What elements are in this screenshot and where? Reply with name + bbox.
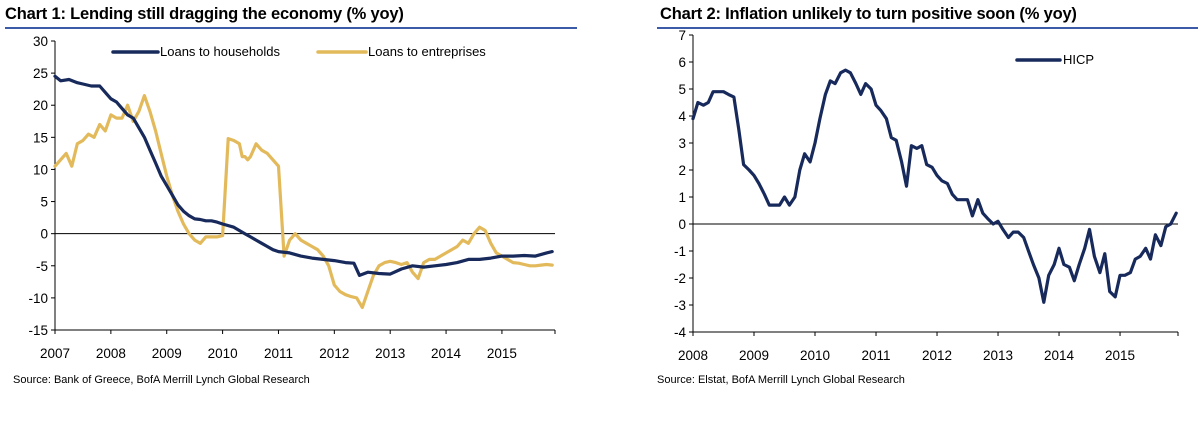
chart-1-x-tick-label: 2010 bbox=[208, 346, 238, 361]
chart-2-title-rule bbox=[657, 27, 1198, 29]
chart-1-y-tick-label: -10 bbox=[28, 291, 48, 306]
chart-2-x-tick-label: 2014 bbox=[1044, 348, 1075, 363]
chart-1-legend-label: Loans to entreprises bbox=[368, 44, 486, 59]
chart-2-y-tick-label: -1 bbox=[674, 244, 686, 259]
chart-1-title: Chart 1: Lending still dragging the econ… bbox=[5, 5, 404, 23]
chart-2-series-hicp bbox=[691, 68, 1178, 304]
chart-1-title-rule bbox=[5, 27, 577, 29]
chart-2-x-tick-label: 2012 bbox=[922, 348, 952, 363]
chart-2-x-tick-label: 2011 bbox=[862, 348, 891, 363]
chart-2-y-tick-label: 6 bbox=[678, 55, 686, 70]
chart-2-y-tick-label: 0 bbox=[678, 217, 686, 232]
chart-2-title: Chart 2: Inflation unlikely to turn posi… bbox=[660, 5, 1077, 23]
chart-1-x-tick-label: 2014 bbox=[431, 346, 462, 361]
chart-1-panel: Chart 1: Lending still dragging the econ… bbox=[0, 0, 580, 422]
chart-1-y-tick-label: 15 bbox=[33, 130, 48, 145]
chart-1-series-loans-to-households bbox=[53, 74, 554, 277]
chart-1-x-tick-label: 2015 bbox=[487, 346, 517, 361]
chart-2-source: Source: Elstat, BofA Merrill Lynch Globa… bbox=[657, 374, 905, 386]
chart-1-x-tick-label: 2011 bbox=[264, 346, 293, 361]
chart-1-y-tick-label: 10 bbox=[33, 162, 48, 177]
chart-2-y-tick-label: 5 bbox=[678, 82, 686, 97]
chart-1-x-tick-label: 2008 bbox=[96, 346, 126, 361]
chart-2-x-tick-label: 2010 bbox=[800, 348, 830, 363]
chart-1-y-tick-label: 5 bbox=[40, 195, 48, 210]
chart-1-y-tick-label: -5 bbox=[36, 259, 48, 274]
chart-1-x-tick-label: 2007 bbox=[40, 346, 70, 361]
chart-2-y-tick-label: -4 bbox=[674, 325, 686, 340]
chart-1-y-tick-label: 20 bbox=[33, 98, 48, 113]
chart-1-x-tick-label: 2013 bbox=[375, 346, 405, 361]
chart-2-y-tick-label: 1 bbox=[678, 190, 686, 205]
chart-2-x-tick-label: 2008 bbox=[678, 348, 708, 363]
chart-1-x-tick-label: 2012 bbox=[319, 346, 349, 361]
chart-2-x-tick-label: 2013 bbox=[983, 348, 1013, 363]
chart-2-plot: 7 6 5 4 3 2 1 0 -1 -2 -3 -4 2008 2009 2010 2011 2012 2013… bbox=[674, 28, 1179, 363]
chart-2-legend-label: HICP bbox=[1063, 52, 1094, 67]
chart-2-x-tick-label: 2015 bbox=[1105, 348, 1135, 363]
chart-2-y-tick-label: 4 bbox=[678, 109, 686, 124]
chart-2-panel: Chart 2: Inflation unlikely to turn posi… bbox=[655, 0, 1200, 422]
chart-2-y-tick-label: -3 bbox=[674, 298, 686, 313]
chart-1-y-tick-label: 25 bbox=[33, 66, 48, 81]
chart-1-source: Source: Bank of Greece, BofA Merrill Lyn… bbox=[13, 374, 310, 386]
chart-1-y-tick-label: -15 bbox=[28, 323, 48, 338]
chart-2-y-tick-label: 7 bbox=[678, 28, 686, 43]
chart-2-y-tick-label: -2 bbox=[674, 271, 686, 286]
chart-1-series-loans-to-entreprises bbox=[53, 93, 554, 310]
chart-1-y-tick-label: 30 bbox=[33, 34, 48, 49]
chart-2-y-tick-label: 3 bbox=[678, 136, 686, 151]
chart-1-x-tick-label: 2009 bbox=[152, 346, 182, 361]
chart-1-legend-label: Loans to households bbox=[160, 44, 280, 59]
chart-1-y-tick-label: 0 bbox=[40, 227, 48, 242]
chart-2-x-tick-label: 2009 bbox=[739, 348, 769, 363]
chart-2-y-tick-label: 2 bbox=[678, 163, 686, 178]
